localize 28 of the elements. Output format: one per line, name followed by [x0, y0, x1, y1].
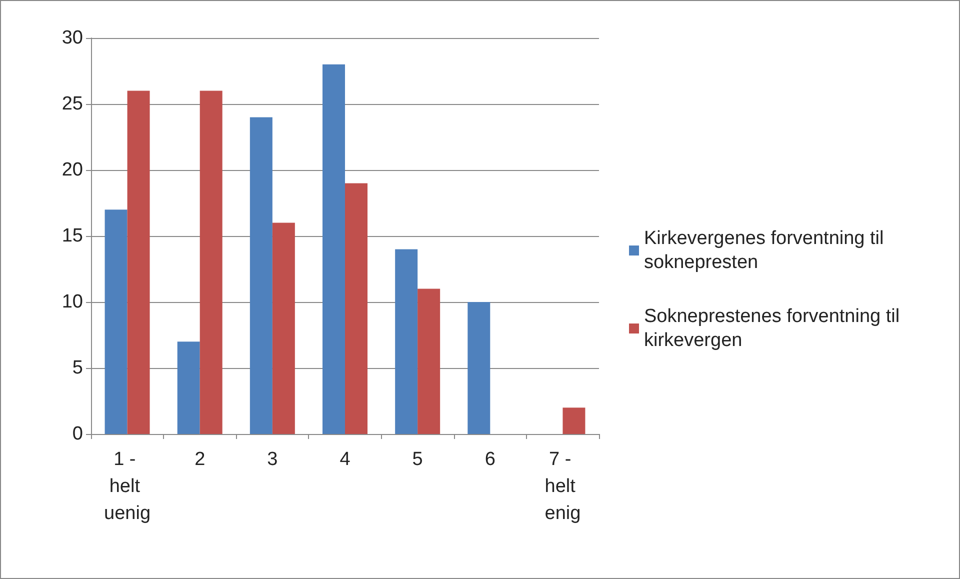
bar	[395, 249, 418, 434]
y-tick-label: 20	[62, 160, 83, 180]
bar	[127, 90, 150, 434]
legend-label: Sokneprestenes forventning til kirkevergen	[644, 306, 905, 351]
bar	[200, 90, 222, 434]
bar	[104, 210, 128, 434]
x-tick-label: 1 - helt uenig	[104, 449, 151, 524]
y-tick-label: 25	[62, 94, 83, 114]
legend-label: Kirkevergenes forventning til soknepresten	[644, 228, 890, 273]
x-tick-label: 3	[267, 449, 278, 470]
x-tick-label: 4	[340, 449, 351, 470]
bar	[177, 342, 200, 434]
x-tick-label: 2	[194, 449, 206, 470]
bar	[322, 64, 345, 434]
y-tick-label: 15	[62, 226, 83, 246]
bar	[418, 288, 440, 434]
x-tick-label: 7 - helt enig	[544, 449, 581, 524]
bar	[345, 183, 368, 434]
y-tick-label: 5	[72, 358, 83, 378]
bar	[272, 222, 295, 434]
bar	[562, 408, 586, 434]
x-tick-label: 5	[412, 449, 423, 470]
bar	[250, 117, 272, 434]
x-tick-label: 6	[484, 449, 496, 470]
y-tick-label: 0	[72, 424, 83, 444]
y-tick-label: 30	[62, 28, 83, 48]
bar	[468, 302, 490, 434]
y-tick-label: 10	[62, 292, 83, 312]
